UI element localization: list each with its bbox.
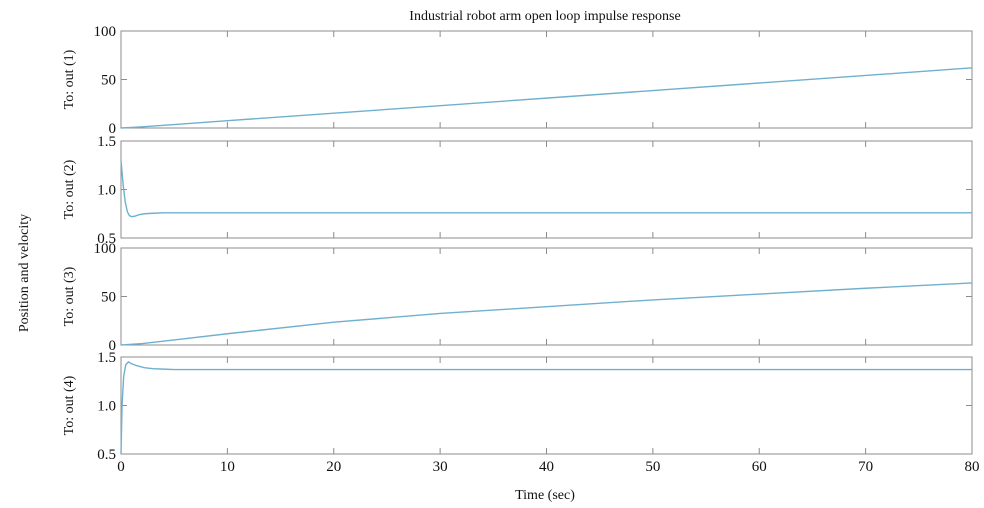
subplot-2: 0.5 1.0 1.5 To: out (2) xyxy=(62,134,973,247)
plot-frame-3 xyxy=(120,247,973,346)
subplot-ylabel-2: To: out (2) xyxy=(62,159,77,219)
x-axis-label: Time (sec) xyxy=(515,488,575,503)
chart-title: Industrial robot arm open loop impulse r… xyxy=(409,9,680,24)
x-tick-label: 70 xyxy=(858,459,873,475)
x-tick-label: 20 xyxy=(326,459,341,475)
plot-frame-1 xyxy=(120,30,973,129)
subplot-4: 0.5 1.0 1.5 To: out (4) xyxy=(62,350,973,463)
x-tick-label: 10 xyxy=(220,459,235,475)
x-tick-label: 50 xyxy=(645,459,660,475)
y-tick-label: 0.5 xyxy=(97,447,116,463)
y-tick-label: 1.0 xyxy=(97,183,116,199)
y-tick-label: 50 xyxy=(101,290,116,306)
plot-frame-2 xyxy=(120,140,973,239)
series-line-4 xyxy=(120,360,972,455)
subplot-1: 0 50 100 To: out (1) xyxy=(62,24,973,137)
plot-frame-4 xyxy=(120,356,973,455)
series-line-3 xyxy=(120,282,973,346)
subplot-ylabel-1: To: out (1) xyxy=(62,49,77,109)
y-tick-label: 0 xyxy=(109,338,117,354)
y-tick-label: 100 xyxy=(94,24,117,40)
x-tick-label: 0 xyxy=(117,459,125,475)
x-tick-label: 80 xyxy=(965,459,980,475)
y-tick-label: 1.0 xyxy=(97,399,116,415)
y-tick-label: 0.5 xyxy=(97,231,116,247)
subplot-ylabel-4: To: out (4) xyxy=(62,375,77,435)
y-tick-label: 50 xyxy=(101,73,116,89)
y-tick-label: 1.5 xyxy=(97,134,116,150)
series-line-2 xyxy=(120,160,972,218)
y-tick-label: 100 xyxy=(94,241,117,257)
x-tick-label: 30 xyxy=(433,459,448,475)
subplot-ylabel-3: To: out (3) xyxy=(62,266,77,326)
x-tick-label: 40 xyxy=(539,459,554,475)
series-line-1 xyxy=(120,67,973,129)
subplot-3: 0 50 100 To: out (3) xyxy=(62,241,973,354)
x-tick-label: 60 xyxy=(752,459,767,475)
y-tick-label: 0 xyxy=(109,121,117,137)
y-axis-label: Position and velocity xyxy=(17,214,32,332)
y-tick-label: 1.5 xyxy=(97,350,116,366)
